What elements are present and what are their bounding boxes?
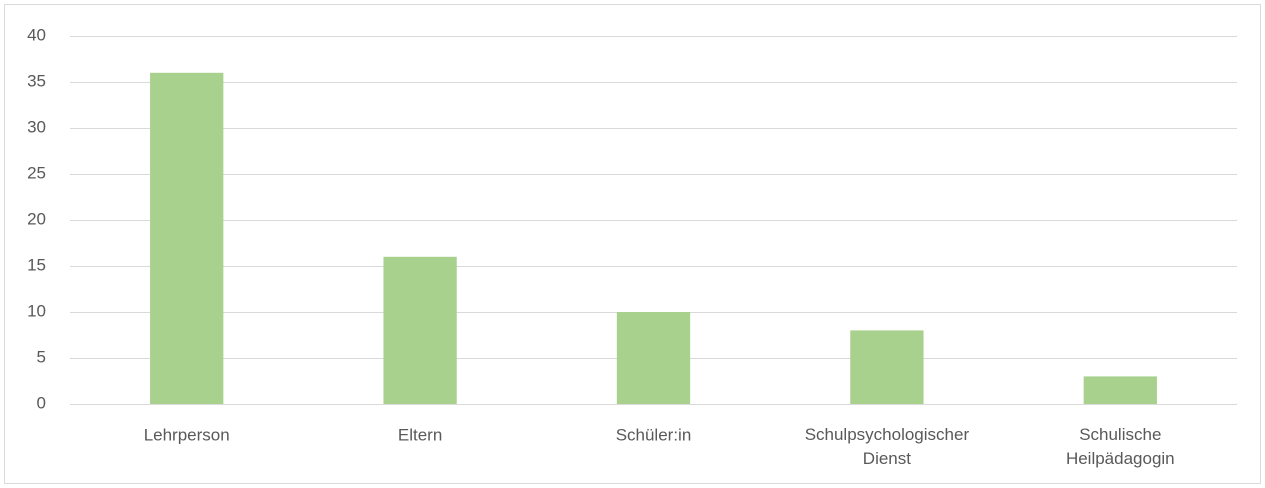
- bar: [383, 256, 457, 404]
- y-tick-label: 10: [27, 301, 46, 320]
- bar: [616, 312, 691, 404]
- x-tick-label: Schulpsychologischer Dienst: [805, 425, 970, 468]
- y-tick-label: 0: [37, 393, 46, 412]
- x-tick-label: Eltern: [398, 425, 442, 444]
- y-tick-label: 5: [37, 347, 46, 366]
- y-tick-label: 15: [27, 255, 46, 274]
- y-tick-label: 20: [27, 209, 46, 228]
- x-tick-label: Lehrperson: [144, 425, 230, 444]
- y-tick-label: 40: [27, 25, 46, 44]
- y-tick-label: 35: [27, 71, 46, 90]
- x-tick-label: Schüler:in: [616, 425, 692, 444]
- y-tick-label: 25: [27, 163, 46, 182]
- x-tick-label: Schulische Heilpädagogin: [1066, 425, 1175, 468]
- bar: [1083, 376, 1157, 404]
- bar: [150, 72, 224, 405]
- y-tick-label: 30: [27, 117, 46, 136]
- bar: [850, 330, 924, 404]
